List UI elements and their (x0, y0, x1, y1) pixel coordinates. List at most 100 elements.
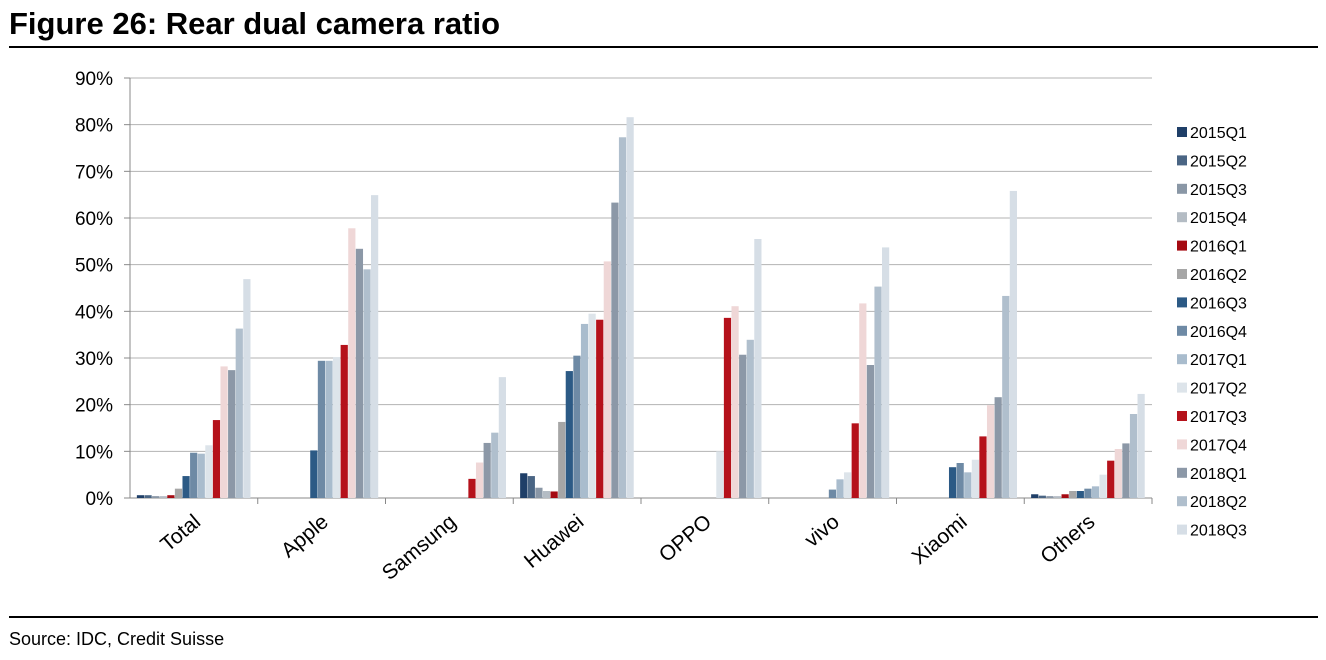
bar-2018Q1-apple (355, 248, 364, 498)
bar-2018Q1-huawei (611, 202, 619, 498)
legend-label-2018Q1: 2018Q1 (1190, 466, 1247, 483)
bar-2017Q3-vivo (851, 423, 859, 498)
bar-2015Q4-total (159, 496, 167, 498)
bar-2018Q1-oppo (739, 354, 747, 498)
legend-swatch-2015Q2 (1177, 155, 1187, 166)
legend-swatch-2016Q3 (1177, 297, 1187, 308)
bar-2018Q3-others (1137, 393, 1145, 498)
y-tick-label: 40% (75, 302, 113, 323)
bar-2018Q3-vivo (882, 247, 890, 498)
bar-2018Q3-huawei (626, 117, 634, 498)
bar-2015Q2-huawei (527, 476, 535, 498)
legend-label-2016Q2: 2016Q2 (1190, 267, 1247, 284)
bar-2015Q1-others (1031, 494, 1039, 498)
bar-2018Q2-xiaomi (1002, 295, 1010, 498)
bar-2016Q1-huawei (550, 491, 558, 498)
y-tick-label: 80% (75, 116, 113, 137)
bar-2018Q1-vivo (866, 365, 875, 498)
bar-2017Q1-total (197, 453, 205, 498)
bar-2015Q1-total (136, 495, 145, 498)
legend-label-2016Q4: 2016Q4 (1190, 324, 1247, 341)
y-tick-label: 50% (75, 256, 113, 277)
bar-2018Q1-samsung (483, 442, 491, 498)
bar-2016Q3-apple (310, 450, 318, 498)
bar-2016Q4-xiaomi (956, 463, 964, 498)
footer-rule (9, 616, 1318, 618)
bar-2015Q3-others (1046, 496, 1054, 498)
legend-swatch-2017Q3 (1177, 411, 1187, 421)
bar-2015Q4-others (1053, 496, 1062, 498)
bar-2018Q3-apple (371, 195, 379, 498)
bar-2018Q2-others (1129, 414, 1138, 498)
y-tick-label: 90% (75, 69, 113, 90)
bar-2017Q4-others (1114, 449, 1122, 498)
legend-label-2017Q3: 2017Q3 (1190, 409, 1247, 426)
legend-swatch-2015Q1 (1177, 127, 1187, 137)
legend-label-2017Q1: 2017Q1 (1190, 352, 1247, 369)
bar-2017Q4-huawei (603, 261, 611, 498)
bar-2016Q3-others (1076, 491, 1084, 498)
legend-label-2016Q1: 2016Q1 (1190, 239, 1247, 256)
bar-2016Q4-vivo (828, 489, 837, 498)
bar-2016Q3-huawei (565, 371, 573, 498)
bar-2018Q1-xiaomi (994, 397, 1002, 498)
x-category-label: Huawei (520, 510, 588, 573)
y-tick-label: 60% (75, 209, 113, 230)
legend-swatch-2016Q1 (1177, 240, 1187, 251)
bar-2016Q4-huawei (573, 355, 581, 498)
bar-2016Q1-others (1061, 494, 1069, 498)
legend-label-2017Q4: 2017Q4 (1190, 437, 1247, 454)
bar-2016Q4-others (1084, 488, 1092, 498)
bar-2018Q1-total (228, 370, 236, 498)
bar-2017Q2-xiaomi (971, 459, 979, 498)
x-category-label: Total (156, 510, 205, 556)
bar-2017Q2-vivo (844, 472, 852, 498)
bar-2017Q3-oppo (723, 317, 732, 498)
bar-2016Q3-total (182, 476, 190, 498)
bar-2018Q2-vivo (874, 286, 882, 498)
bar-2017Q2-apple (333, 357, 341, 498)
legend-swatch-2018Q2 (1177, 496, 1187, 507)
legend-swatch-2018Q3 (1177, 524, 1187, 535)
bar-2017Q3-apple (340, 344, 348, 498)
bar-2015Q3-total (152, 496, 160, 498)
bar-2017Q4-samsung (475, 462, 484, 498)
x-category-label: vivo (800, 510, 843, 552)
figure-title: Figure 26: Rear dual camera ratio (9, 6, 501, 41)
bar-2017Q1-apple (325, 360, 333, 498)
bar-2016Q4-apple (317, 360, 326, 498)
bar-2018Q2-total (235, 328, 243, 498)
bar-2018Q2-samsung (491, 432, 499, 498)
legend-label-2017Q2: 2017Q2 (1190, 381, 1247, 398)
title-rule (9, 46, 1318, 48)
bar-2018Q2-huawei (618, 137, 627, 498)
bar-2018Q3-xiaomi (1009, 190, 1017, 498)
bar-2016Q2-total (174, 488, 183, 498)
y-tick-label: 30% (75, 349, 113, 370)
bar-2016Q3-xiaomi (948, 467, 957, 498)
legend-swatch-2017Q2 (1177, 382, 1187, 393)
bar-chart: 0% 10% 20% 30% 40% 50% 60% 70% 80% 90% Total Apple S… (75, 69, 1247, 585)
legend-label-2015Q3: 2015Q3 (1190, 182, 1247, 199)
bar-2018Q2-apple (363, 269, 371, 498)
legend-swatch-2018Q1 (1177, 467, 1187, 478)
legend-label-2015Q2: 2015Q2 (1190, 153, 1247, 170)
bar-2015Q2-total (144, 495, 152, 498)
bar-2017Q2-total (205, 445, 213, 498)
bar-2016Q2-others (1069, 491, 1077, 498)
bar-2017Q3-xiaomi (979, 436, 987, 498)
legend-swatch-2016Q2 (1177, 269, 1187, 279)
legend-swatch-2017Q1 (1177, 354, 1187, 365)
legend-swatch-2017Q4 (1177, 439, 1187, 450)
bar-2017Q3-samsung (468, 478, 476, 498)
x-category-label: Samsung (378, 510, 461, 585)
legend-swatch-2015Q4 (1177, 212, 1187, 223)
bar-2015Q1-huawei (520, 473, 528, 498)
x-category-label: Apple (277, 510, 333, 562)
bar-2018Q3-total (243, 279, 251, 498)
y-tick-label: 0% (86, 489, 114, 510)
legend-label-2018Q2: 2018Q2 (1190, 494, 1247, 511)
y-tick-label: 10% (75, 442, 113, 463)
bar-2016Q1-total (167, 495, 175, 498)
bar-2017Q1-huawei (580, 323, 589, 498)
